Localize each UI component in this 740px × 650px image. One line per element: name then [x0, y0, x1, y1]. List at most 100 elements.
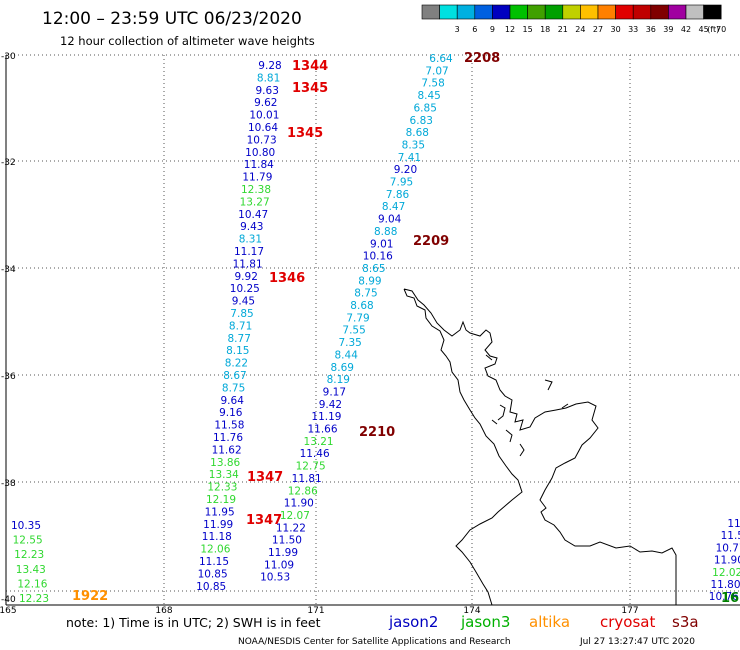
wave-height-value: 8.22: [225, 358, 248, 370]
legend-s3a: s3a: [672, 613, 699, 631]
wave-height-value: 9.20: [394, 164, 417, 176]
note-text: note: 1) Time is in UTC; 2) SWH is in fe…: [66, 615, 321, 630]
wave-height-value: 10.77: [716, 542, 740, 554]
scale-label: 6: [472, 25, 477, 34]
wave-height-value: 8.31: [239, 234, 262, 246]
scale-label: 39: [663, 25, 673, 34]
pass-time-label: 1347: [246, 513, 282, 528]
scale-label: 24: [575, 25, 585, 34]
wave-height-value: 8.69: [331, 362, 354, 374]
scale-swatch: [474, 4, 493, 20]
wave-height-value: 8.71: [229, 320, 252, 332]
pass-time-label: 1922: [72, 589, 108, 604]
wave-height-value: 12.75: [296, 461, 326, 473]
wave-height-value: 9.42: [319, 399, 342, 411]
wave-height-value: 10.01: [249, 110, 279, 122]
wave-height-value: 11.18: [202, 531, 232, 543]
scale-swatch: [650, 4, 669, 20]
map-title: 12:00 – 23:59 UTC 06/23/2020: [42, 9, 302, 29]
wave-height-value: 11.90: [714, 555, 740, 567]
wave-height-value: 10.85: [196, 581, 226, 593]
altimeter-tracks: 9.288.819.639.6210.0110.6410.7310.8011.8…: [11, 53, 740, 605]
wave-height-value: 11.19: [311, 411, 341, 423]
scale-swatch: [562, 4, 581, 20]
wave-height-value: 7.35: [338, 337, 361, 349]
coastline-north-island: [403, 288, 677, 606]
wave-height-value: 11.62: [212, 444, 242, 456]
scale-label: 42: [681, 25, 691, 34]
lat-label: -40: [1, 595, 16, 605]
legend-jason3: jason3: [460, 613, 510, 631]
scale-swatch: [685, 4, 704, 20]
scale-swatch: [615, 4, 634, 20]
pass-time-label: 16: [721, 591, 739, 606]
lat-label: -34: [1, 265, 16, 275]
wave-height-value: 7.55: [342, 325, 365, 337]
scale-label: 30: [611, 25, 621, 34]
wave-height-value: 13.86: [210, 457, 240, 469]
wave-height-value: 6.85: [414, 102, 437, 114]
wave-height-value: 13.27: [240, 196, 270, 208]
coastline-inlet: [485, 354, 569, 457]
lat-label: -32: [1, 158, 16, 168]
wave-height-value: 12.23: [14, 549, 44, 561]
scale-unit: (ft): [707, 25, 719, 34]
map-subtitle: 12 hour collection of altimeter wave hei…: [60, 34, 315, 48]
legend-altika: altika: [529, 613, 570, 631]
lon-label: 177: [621, 606, 638, 616]
pass-time-labels: 1344 1345 1345 1346 1347 1347 2208 2209 2210 1922…: [72, 51, 739, 606]
lon-label: 165: [0, 606, 17, 616]
scale-label: 33: [628, 25, 638, 34]
pass-time-label: 1345: [292, 81, 328, 96]
wave-height-value: 8.88: [374, 226, 397, 238]
wave-height-value: 11: [727, 518, 740, 530]
scale-label: 45: [699, 25, 709, 34]
wave-height-value: 11.58: [214, 420, 244, 432]
scale-label: 36: [646, 25, 656, 34]
scale-swatch: [527, 4, 546, 20]
scale-swatch: [632, 4, 652, 20]
wave-height-value: 9.28: [258, 60, 281, 72]
wave-height-value: 11.66: [307, 424, 337, 436]
legend-cryosat: cryosat: [600, 613, 655, 631]
wave-height-value: 12.86: [288, 485, 318, 497]
wave-height-value: 9.04: [378, 214, 402, 226]
lat-label: -38: [1, 479, 16, 489]
wave-height-value: 10.64: [248, 122, 278, 134]
wave-height-value: 8.68: [350, 300, 373, 312]
wave-height-value: 8.19: [327, 374, 350, 386]
wave-height-value: 7.86: [386, 189, 410, 201]
wave-height-value: 11.79: [242, 172, 272, 184]
wave-height-value: 13.21: [304, 436, 334, 448]
wave-height-value: 12.16: [17, 578, 47, 590]
graticule: [6, 54, 740, 605]
wave-height-value: 8.35: [402, 139, 425, 151]
legend-jason2: jason2: [388, 613, 438, 631]
scale-label: 9: [490, 25, 495, 34]
wave-height-value: 7.95: [390, 177, 413, 189]
scale-swatch: [456, 4, 476, 20]
wave-height-value: 12.19: [206, 494, 236, 506]
wave-height-value: 7.58: [421, 78, 444, 90]
wave-height-value: 9.45: [232, 296, 255, 308]
pass-time-label: 1344: [292, 59, 328, 74]
footer-credit: NOAA/NESDIS Center for Satellite Applica…: [238, 637, 511, 647]
wave-height-value: 11.22: [276, 522, 306, 534]
wave-height-value: 10.25: [230, 283, 260, 295]
wave-height-value: 8.45: [417, 90, 440, 102]
wave-height-value: 7.41: [398, 152, 421, 164]
scale-label: 12: [505, 25, 515, 34]
wave-height-value: 11.15: [199, 556, 229, 568]
wave-height-value: 8.81: [257, 72, 280, 84]
wave-height-value: 8.99: [358, 275, 381, 287]
lon-label: 168: [155, 606, 172, 616]
wave-height-value: 12.55: [13, 535, 43, 547]
wave-height-value: 7.07: [425, 65, 448, 77]
wave-height-value: 8.77: [228, 333, 251, 345]
wave-height-value: 12.02: [712, 567, 740, 579]
wave-height-value: 7.85: [230, 308, 253, 320]
pass-time-label: 2209: [413, 234, 449, 249]
wave-height-value: 8.75: [354, 288, 377, 300]
scale-swatch: [597, 4, 616, 20]
